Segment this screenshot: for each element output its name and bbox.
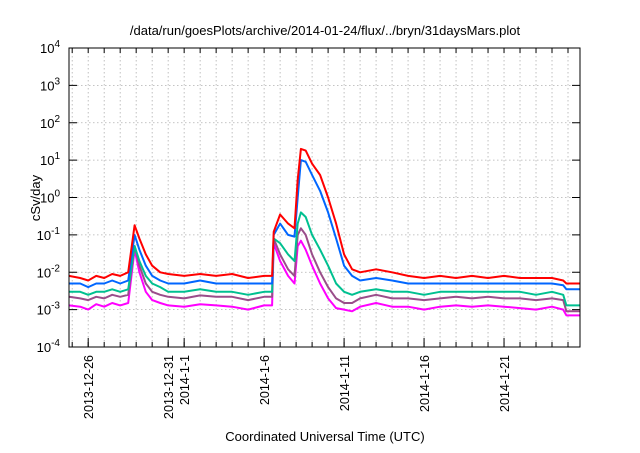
x-tick-label: 2014-1-21 [498, 355, 512, 412]
y-tick-base: 10 [37, 265, 51, 280]
x-tick-label: 2013-12-31 [162, 355, 176, 419]
series-line-purple [68, 227, 580, 313]
y-axis-label: cSv/day [28, 174, 43, 221]
y-tick-label: 101 [40, 151, 60, 168]
y-tick-exponent: 1 [54, 151, 60, 162]
y-tick-exponent: 3 [54, 76, 60, 87]
x-axis: 2013-12-26 2013-12-31 2014-1-1 2014-1-6 2014… [71, 48, 569, 419]
x-tick-label: 2014-1-16 [418, 355, 432, 412]
y-tick-label: 104 [40, 39, 60, 56]
y-tick-exponent: 2 [54, 114, 60, 125]
y-tick-exponent: -1 [51, 226, 60, 237]
x-tick-label: 2014-1-6 [258, 355, 272, 405]
chart-title: /data/run/goesPlots/archive/2014-01-24/f… [130, 23, 521, 38]
y-tick-label: 10-1 [37, 226, 61, 243]
y-tick-base: 10 [40, 78, 54, 93]
series-line-teal [69, 211, 580, 307]
series-group [68, 147, 580, 317]
y-tick-base: 10 [40, 41, 54, 56]
x-tick-label: 2014-1-11 [338, 355, 352, 411]
grid [69, 47, 580, 348]
y-tick-label: 10-3 [37, 301, 61, 318]
y-tick-base: 10 [40, 191, 54, 206]
series-line-red [68, 147, 580, 285]
y-tick-label: 100 [40, 189, 60, 206]
y-tick-label: 103 [40, 76, 60, 93]
y-tick-base: 10 [37, 228, 51, 243]
series-line-blue [69, 159, 580, 291]
x-axis-label: Coordinated Universal Time (UTC) [225, 429, 424, 444]
y-tick-exponent: -2 [51, 263, 60, 274]
y-tick-exponent: -3 [51, 301, 60, 312]
y-tick-label: 102 [40, 114, 60, 131]
y-tick-base: 10 [37, 340, 51, 355]
x-tick-label: 2013-12-26 [82, 355, 96, 419]
y-tick-exponent: 0 [54, 189, 60, 200]
y-tick-exponent: -4 [51, 338, 60, 349]
x-tick-label: 2014-1-1 [178, 355, 192, 405]
y-tick-label: 10-4 [37, 338, 61, 355]
y-tick-base: 10 [37, 303, 51, 318]
y-tick-exponent: 4 [54, 39, 60, 50]
y-tick-base: 10 [40, 153, 54, 168]
y-tick-label: 10-2 [37, 263, 61, 280]
y-tick-base: 10 [40, 116, 54, 131]
